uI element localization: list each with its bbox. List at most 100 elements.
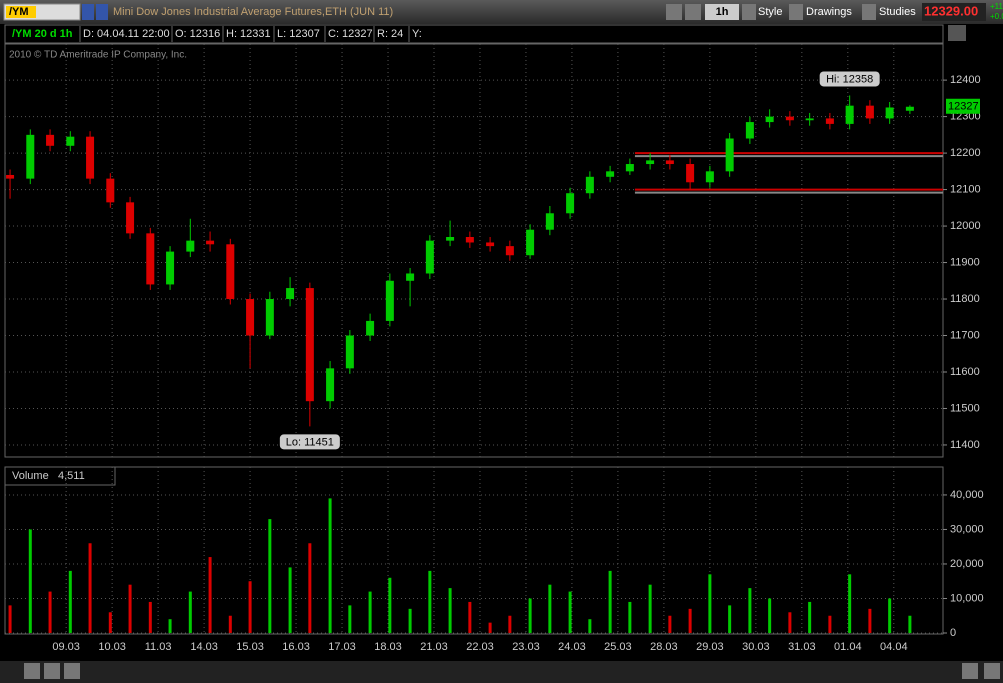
volume-current: 4,511 xyxy=(58,470,85,482)
volume-bar xyxy=(348,605,352,633)
candle-body xyxy=(725,138,734,172)
volume-bar xyxy=(788,612,792,633)
scroll-left[interactable] xyxy=(962,663,978,679)
header-item: L: 12307 xyxy=(277,28,320,40)
candle-body xyxy=(686,164,695,183)
volume-bar xyxy=(568,591,572,633)
volume-bar xyxy=(868,608,872,633)
zoom-in[interactable] xyxy=(24,663,40,679)
x-tick-label: 29.03 xyxy=(696,641,724,653)
volume-bar xyxy=(448,588,452,633)
timeframe-button[interactable] xyxy=(705,4,739,20)
reset[interactable] xyxy=(64,663,80,679)
button-label[interactable]: Style xyxy=(758,6,782,18)
price-box xyxy=(922,3,986,21)
candle-body xyxy=(566,193,575,214)
candle-body xyxy=(265,299,274,336)
volume-bar xyxy=(168,619,172,633)
panel-icon[interactable] xyxy=(948,25,966,41)
volume-bar xyxy=(28,529,32,633)
copyright: 2010 © TD Ameritrade IP Company, Inc. xyxy=(9,50,187,61)
symbol-dropdown[interactable] xyxy=(82,4,94,20)
candle-body xyxy=(665,160,674,165)
volume-bar xyxy=(648,584,652,633)
style-icon[interactable] xyxy=(742,4,756,20)
volume-panel xyxy=(4,466,944,635)
toolbar xyxy=(0,0,1003,24)
candle-body xyxy=(86,136,95,179)
candle-body xyxy=(486,242,495,247)
volume-bar xyxy=(88,543,92,633)
timeframe: 1h xyxy=(716,6,729,18)
volume-bar xyxy=(268,519,272,633)
volume-bar xyxy=(588,619,592,633)
x-tick-label: 31.03 xyxy=(788,641,816,653)
drawings-icon[interactable] xyxy=(789,4,803,20)
y-tick-label: 11700 xyxy=(950,329,980,341)
y-tick-label: 0 xyxy=(950,627,956,639)
candle-body xyxy=(825,118,834,124)
candle-body xyxy=(425,240,434,274)
button-label[interactable]: Drawings xyxy=(806,6,852,18)
tool-icon[interactable] xyxy=(685,4,701,20)
volume-bar xyxy=(628,601,632,633)
candle-body xyxy=(385,280,394,321)
volume-bar xyxy=(768,598,772,633)
candle-body xyxy=(146,233,155,285)
symbol-menu[interactable] xyxy=(96,4,108,20)
candle-body xyxy=(26,134,35,179)
zoom-out[interactable] xyxy=(44,663,60,679)
volume-bar xyxy=(48,591,52,633)
candle-body xyxy=(186,240,195,252)
candle-body xyxy=(885,107,894,119)
change: +11 xyxy=(990,2,1003,11)
volume-bar xyxy=(188,591,192,633)
volume-bar xyxy=(728,605,732,633)
y-tick-label: 11600 xyxy=(950,366,980,378)
volume-bar xyxy=(668,615,672,633)
x-tick-label: 01.04 xyxy=(834,641,862,653)
x-tick-label: 22.03 xyxy=(466,641,494,653)
candle-body xyxy=(326,368,335,402)
candle-body xyxy=(745,122,754,139)
volume-bar xyxy=(8,605,12,633)
studies-icon[interactable] xyxy=(862,4,876,20)
volume-bar xyxy=(828,615,832,633)
volume-bar xyxy=(228,615,232,633)
volume-bar xyxy=(708,574,712,633)
volume-bar xyxy=(128,584,132,633)
header-item: O: 12316 xyxy=(175,28,220,40)
x-tick-label: 14.03 xyxy=(190,641,218,653)
y-tick-label: 11500 xyxy=(950,402,980,414)
x-tick-label: 25.03 xyxy=(604,641,632,653)
volume-bar xyxy=(248,581,252,633)
volume-bar xyxy=(808,601,812,633)
candle-body xyxy=(606,171,615,177)
header-item: /YM 20 d 1h xyxy=(12,28,73,40)
candle-body xyxy=(465,237,474,243)
candle-body xyxy=(206,240,215,245)
volume-bar xyxy=(328,498,332,633)
y-tick-label: 11400 xyxy=(950,439,980,451)
candle-body xyxy=(705,171,714,183)
x-tick-label: 24.03 xyxy=(558,641,586,653)
candle-body xyxy=(305,288,314,402)
button-label[interactable]: Studies xyxy=(879,6,916,18)
x-tick-label: 21.03 xyxy=(420,641,448,653)
volume-bar xyxy=(688,608,692,633)
header-item: C: 12327 xyxy=(328,28,373,40)
volume-bar xyxy=(908,615,912,633)
scroll-right[interactable] xyxy=(984,663,1000,679)
volume-bar xyxy=(488,622,492,633)
y-tick-label: 11900 xyxy=(950,256,980,268)
x-tick-label: 17.03 xyxy=(328,641,356,653)
symbol-highlight xyxy=(6,6,36,18)
volume-bar xyxy=(148,601,152,633)
volume-bar xyxy=(888,598,892,633)
candle-body xyxy=(446,237,455,241)
x-tick-label: 15.03 xyxy=(236,641,264,653)
volume-bar xyxy=(408,608,412,633)
last-price-box xyxy=(946,98,980,114)
candle-body xyxy=(66,136,75,146)
tool-icon[interactable] xyxy=(666,4,682,20)
